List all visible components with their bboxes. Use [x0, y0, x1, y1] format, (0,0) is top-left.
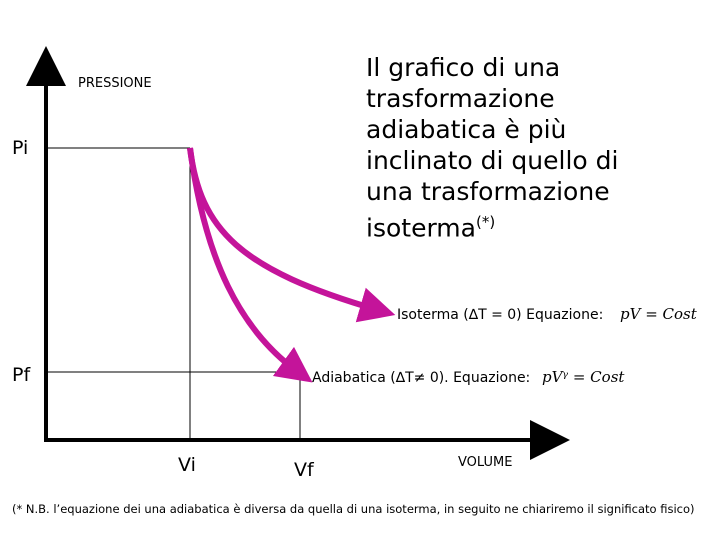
adiabatic-label: Adiabatica (∆T≠ 0). Equazione: — [312, 370, 530, 386]
tick-pi: Pi — [12, 137, 28, 159]
adiabatic-formula: pVᵞ = Cost — [542, 368, 624, 386]
tick-vf: Vf — [294, 459, 314, 481]
diagram-title: Il grafico di una trasformazione adiabat… — [366, 52, 666, 243]
adiabatic-curve — [190, 148, 298, 372]
isotherm-formula: pV = Cost — [620, 305, 697, 323]
y-axis-label: PRESSIONE — [78, 76, 152, 91]
tick-vi: Vi — [178, 454, 196, 476]
footnote: (* N.B. l’equazione dei una adiabatica è… — [12, 502, 702, 516]
isotherm-label: Isoterma (∆T = 0) Equazione: — [397, 307, 603, 323]
x-axis-label: VOLUME — [458, 455, 512, 470]
isotherm-curve — [190, 148, 378, 310]
title-note: (*) — [476, 213, 495, 231]
tick-pf: Pf — [12, 364, 30, 386]
